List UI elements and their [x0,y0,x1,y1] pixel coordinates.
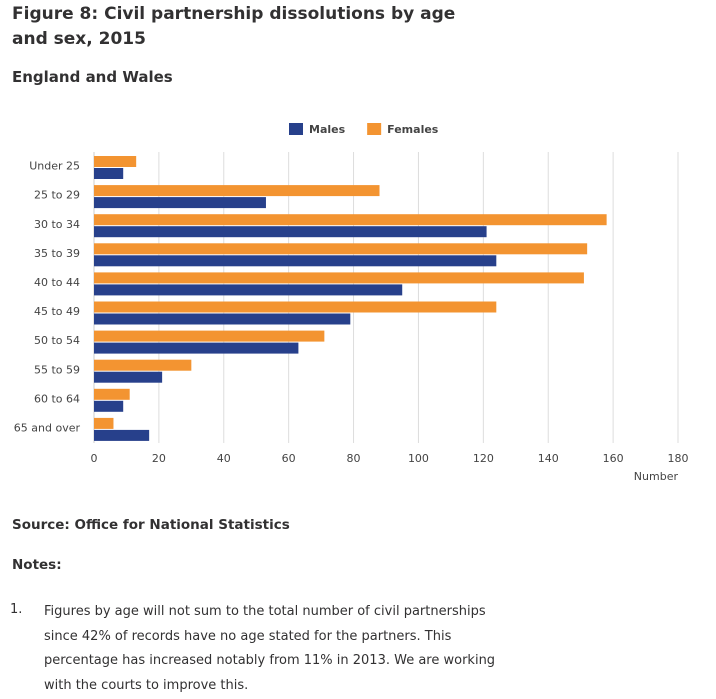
bar [94,255,497,267]
note-number: 1. [10,602,23,617]
x-tick-label: 120 [473,452,494,465]
bar [94,429,150,441]
y-tick-label: 45 to 49 [34,305,80,318]
bar [94,185,380,197]
x-axis-label: Number [634,470,679,483]
y-tick-label: 60 to 64 [34,392,80,405]
x-tick-label: 100 [408,452,429,465]
bar [94,359,192,371]
bar [94,301,497,313]
legend-swatch [289,123,303,135]
bar [94,342,299,354]
note-text: Figures by age will not sum to the total… [44,604,496,693]
legend-label: Males [309,123,346,136]
legend-label: Females [387,123,439,136]
y-tick-label: Under 25 [29,160,80,173]
bar [94,226,487,238]
bar [94,284,403,296]
x-tick-label: 160 [603,452,624,465]
x-tick-label: 0 [91,452,98,465]
bar [94,168,124,179]
x-tick-label: 180 [668,452,689,465]
x-tick-label: 60 [282,452,296,465]
x-tick-label: 20 [152,452,166,465]
y-tick-label: 25 to 29 [34,189,80,202]
y-tick-label: 35 to 39 [34,247,80,260]
bar [94,417,114,429]
x-tick-label: 40 [217,452,231,465]
y-tick-label: 65 and over [14,421,81,434]
bar [94,214,607,226]
y-tick-label: 40 to 44 [34,276,80,289]
bar [94,243,588,255]
notes-heading: Notes: [12,557,62,573]
bar [94,371,163,383]
x-tick-label: 140 [538,452,559,465]
bar [94,313,351,325]
bar [94,330,325,342]
bar [94,272,584,284]
chart: 0 20 40 60 80 100 120 140 160 180 Number Males Femal… [14,123,689,483]
bar [94,388,130,400]
chart-title: Figure 8: Civil partnership dissolutions… [12,4,456,49]
bar [94,156,137,167]
bar [94,197,266,209]
chart-subtitle: England and Wales [12,68,173,86]
legend-swatch [367,123,382,135]
y-tick-label: 30 to 34 [34,218,80,231]
source: Source: Office for National Statistics [12,517,290,533]
y-tick-label: 50 to 54 [34,334,80,347]
bar [94,400,124,412]
y-tick-label: 55 to 59 [34,363,80,376]
x-tick-label: 80 [347,452,361,465]
